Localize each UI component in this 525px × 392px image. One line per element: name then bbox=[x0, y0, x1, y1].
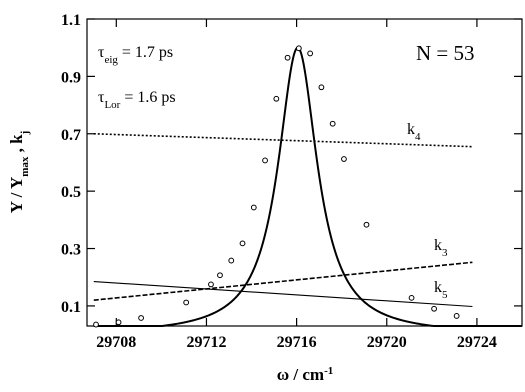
data-point bbox=[285, 55, 290, 60]
y-tick-label: 0.7 bbox=[61, 127, 81, 144]
x-tick-label: 29720 bbox=[367, 334, 407, 351]
data-point bbox=[240, 241, 245, 246]
data-point bbox=[308, 51, 313, 56]
y-tick-label: 0.9 bbox=[61, 69, 81, 86]
data-point bbox=[229, 258, 234, 263]
data-point bbox=[319, 85, 324, 90]
y-axis-title: Y / Ymax , kj bbox=[7, 131, 31, 214]
data-point bbox=[296, 46, 301, 51]
y-tick-label: 0.1 bbox=[61, 299, 81, 316]
data-point bbox=[409, 295, 414, 300]
data-point bbox=[342, 157, 347, 162]
data-point bbox=[139, 316, 144, 321]
y-tick-label: 0.3 bbox=[61, 242, 81, 259]
data-point bbox=[209, 282, 214, 287]
x-tick-label: 29708 bbox=[96, 334, 136, 351]
x-axis-title: ω / cm-1 bbox=[277, 365, 334, 384]
data-point bbox=[184, 300, 189, 305]
n-label: N = 53 bbox=[416, 41, 475, 65]
series-label-k4: k4 bbox=[407, 121, 421, 143]
data-point bbox=[330, 121, 335, 126]
tau-eig-label: τeig = 1.7 ps bbox=[98, 44, 173, 66]
tau-lor-label: τLor = 1.6 ps bbox=[98, 89, 176, 111]
y-tick-label: 1.1 bbox=[61, 12, 81, 29]
data-point bbox=[454, 314, 459, 319]
data-point bbox=[251, 205, 256, 210]
data-point bbox=[364, 222, 369, 227]
x-tick-label: 29724 bbox=[457, 334, 497, 351]
series-label-k3: k3 bbox=[434, 237, 448, 259]
x-tick-label: 29716 bbox=[277, 334, 317, 351]
data-point bbox=[94, 322, 99, 327]
data-point bbox=[432, 306, 437, 311]
x-tick-label: 29712 bbox=[186, 334, 226, 351]
data-point bbox=[274, 96, 279, 101]
data-point bbox=[116, 320, 121, 325]
y-tick-label: 0.5 bbox=[61, 184, 81, 201]
series-label-k5: k5 bbox=[434, 279, 448, 301]
data-point bbox=[218, 273, 223, 278]
data-point bbox=[263, 158, 268, 163]
labels-group: k4 k3 k5 τeig = 1.7 ps τLor = 1.6 ps N = 53 ω … bbox=[7, 41, 475, 384]
